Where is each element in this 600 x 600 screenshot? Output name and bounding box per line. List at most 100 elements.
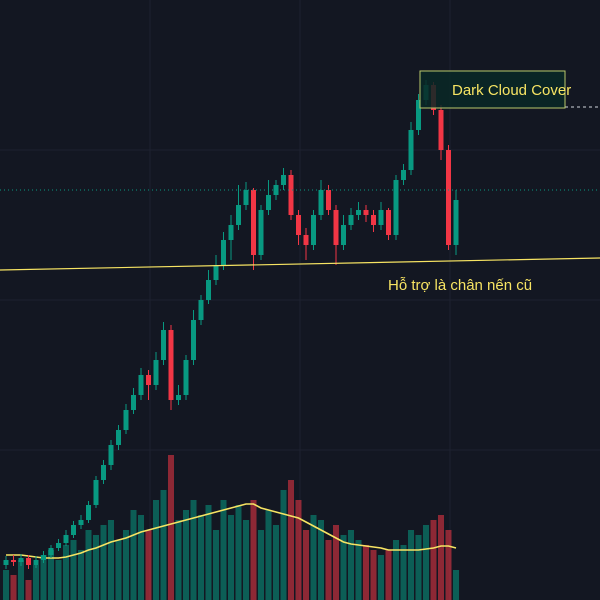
volume-bar xyxy=(175,520,182,600)
volume-bar xyxy=(190,500,197,600)
annotation: Hỗ trợ là chân nến cũ xyxy=(388,277,532,294)
volume-bar xyxy=(250,500,257,600)
volume-bar xyxy=(378,555,384,600)
volume-bar xyxy=(123,530,129,600)
volume-bar xyxy=(325,540,332,600)
volume-bar xyxy=(400,545,407,600)
candle-body xyxy=(198,300,204,320)
candle-body xyxy=(363,210,369,215)
volume-layer xyxy=(3,455,459,600)
volume-bar xyxy=(318,520,324,600)
volume-bar xyxy=(100,525,107,600)
volume-bar xyxy=(78,550,84,600)
candle-body xyxy=(123,410,129,430)
volume-bar xyxy=(70,540,77,600)
volume-bar xyxy=(415,535,422,600)
volume-bar xyxy=(423,525,429,600)
annotation: Dark Cloud Cover xyxy=(452,82,571,99)
volume-bar xyxy=(40,555,47,600)
candle-body xyxy=(401,170,406,180)
volume-bar xyxy=(168,455,174,600)
candle-body xyxy=(318,190,324,215)
candle-body xyxy=(408,130,414,170)
candle-body xyxy=(33,560,39,565)
candle-body xyxy=(311,215,316,245)
candle-body xyxy=(386,210,391,235)
volume-bar xyxy=(408,530,414,600)
candle-body xyxy=(266,195,271,210)
candle-body xyxy=(288,175,294,215)
volume-bar xyxy=(33,565,39,600)
candle-body xyxy=(146,375,151,385)
volume-bar xyxy=(145,530,152,600)
volume-bar xyxy=(370,550,377,600)
volume-bar xyxy=(115,540,122,600)
volume-bar xyxy=(130,510,137,600)
candle-body xyxy=(281,175,286,185)
candle-body xyxy=(63,535,69,543)
volume-bar xyxy=(333,525,339,600)
candle-body xyxy=(446,150,451,245)
volume-bar xyxy=(310,515,317,600)
volume-ma-line xyxy=(6,503,457,559)
volume-bar xyxy=(160,490,167,600)
volume-bar xyxy=(108,520,114,600)
volume-bar xyxy=(265,510,272,600)
volume-bar xyxy=(438,515,444,600)
volume-bar xyxy=(393,540,399,600)
candle-body xyxy=(228,225,234,240)
volume-bar xyxy=(288,480,294,600)
candle-body xyxy=(221,240,226,265)
candle-body xyxy=(161,330,166,360)
candle-body xyxy=(438,110,444,150)
candle-body xyxy=(86,505,91,520)
candle-body xyxy=(213,265,219,280)
candle-body xyxy=(153,360,159,385)
volume-bar xyxy=(93,535,99,600)
candle-body xyxy=(378,210,384,225)
candle-body xyxy=(176,395,181,400)
candle-body xyxy=(93,480,99,505)
candle-body xyxy=(371,215,376,225)
volume-bar xyxy=(273,525,279,600)
volume-bar xyxy=(63,545,69,600)
candle-layer xyxy=(3,80,459,569)
candle-body xyxy=(258,210,264,255)
candle-body xyxy=(393,180,399,235)
volume-bar xyxy=(183,510,189,600)
candle-body xyxy=(101,465,106,480)
candle-body xyxy=(131,395,136,410)
volume-bar xyxy=(228,515,234,600)
volume-bar xyxy=(363,545,369,600)
candle-body xyxy=(26,558,31,565)
volume-bar xyxy=(220,500,227,600)
candle-body xyxy=(48,548,54,555)
volume-bar xyxy=(445,530,452,600)
volume-bar xyxy=(25,580,32,600)
candle-body xyxy=(3,560,9,565)
candle-body xyxy=(108,445,114,465)
candle-body xyxy=(11,560,16,562)
candle-body xyxy=(168,330,174,400)
candle-body xyxy=(453,200,459,245)
candle-body xyxy=(18,558,24,562)
volume-bar xyxy=(280,490,287,600)
candle-body xyxy=(326,190,331,210)
volume-bar xyxy=(10,575,17,600)
candle-body xyxy=(183,360,189,395)
candle-body xyxy=(348,215,354,225)
candle-body xyxy=(116,430,121,445)
volume-bar xyxy=(153,500,159,600)
volume-bar xyxy=(385,550,392,600)
volume-bar xyxy=(138,515,144,600)
candle-body xyxy=(333,210,339,245)
volume-bar xyxy=(243,520,249,600)
volume-bar xyxy=(303,530,309,600)
volume-bar xyxy=(48,550,54,600)
volume-bar xyxy=(355,540,362,600)
candle-body xyxy=(251,190,256,255)
volume-bar xyxy=(205,505,212,600)
volume-bar xyxy=(3,570,9,600)
